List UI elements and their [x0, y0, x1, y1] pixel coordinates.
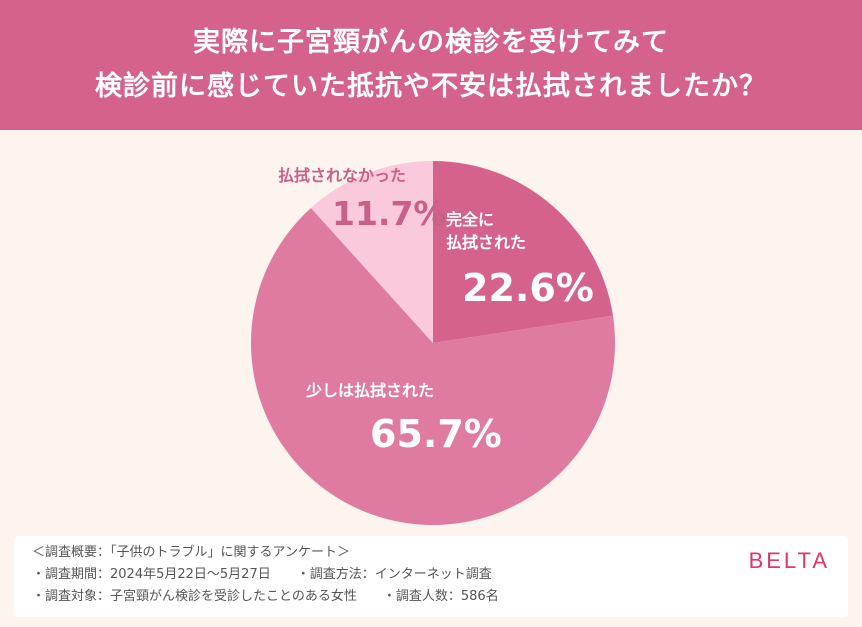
survey-method: ・調査方法：インターネット調査 [296, 567, 492, 582]
slice-label-fully-dispelled-2: 払拭された [446, 233, 527, 252]
pie-slice-1 [251, 208, 616, 525]
title-line-1: 実際に子宮頸がんの検診を受けてみて [193, 27, 669, 58]
slice-label-not-dispelled: 払拭されなかった [278, 166, 407, 185]
survey-row-1: ・調査期間：2024年5月22日〜5月27日 ・調査方法：インターネット調査 [32, 564, 525, 586]
survey-summary-title: ＜調査概要：「子供のトラブル」に関するアンケート＞ [32, 545, 350, 560]
survey-period: ・調査期間：2024年5月22日〜5月27日 [32, 567, 271, 582]
survey-summary-box: ＜調査概要：「子供のトラブル」に関するアンケート＞ ・調査期間：2024年5月2… [14, 536, 848, 617]
slice-value-not-dispelled: 11.7% [332, 194, 447, 233]
title-line-2: 検診前に感じていた抵抗や不安は払拭されましたか？ [95, 71, 767, 102]
slice-value-somewhat-dispelled: 65.7% [370, 412, 502, 456]
slice-label-somewhat-dispelled: 少しは払拭された [306, 381, 435, 400]
slice-label-fully-dispelled-1: 完全に [446, 210, 495, 229]
survey-count: ・調査人数：586名 [382, 589, 499, 604]
pie-slice-2 [310, 161, 433, 343]
pie-chart-area: 払拭されなかった 11.7% 完全に 払拭された 22.6% 少しは払拭された … [0, 130, 862, 530]
pie-chart [251, 161, 616, 525]
chart-title-banner: 実際に子宮頸がんの検診を受けてみて 検診前に感じていた抵抗や不安は払拭されました… [0, 0, 862, 130]
pie-slice-0 [433, 161, 613, 343]
survey-row-2: ・調査対象：子宮頸がん検診を受診したことのある女性 ・調査人数：586名 [32, 586, 525, 608]
slice-value-fully-dispelled: 22.6% [462, 266, 594, 310]
survey-target: ・調査対象：子宮頸がん検診を受診したことのある女性 [32, 589, 357, 604]
belta-logo: BELTA [748, 548, 830, 573]
survey-notes: ＜調査概要：「子供のトラブル」に関するアンケート＞ ・調査期間：2024年5月2… [32, 542, 525, 608]
